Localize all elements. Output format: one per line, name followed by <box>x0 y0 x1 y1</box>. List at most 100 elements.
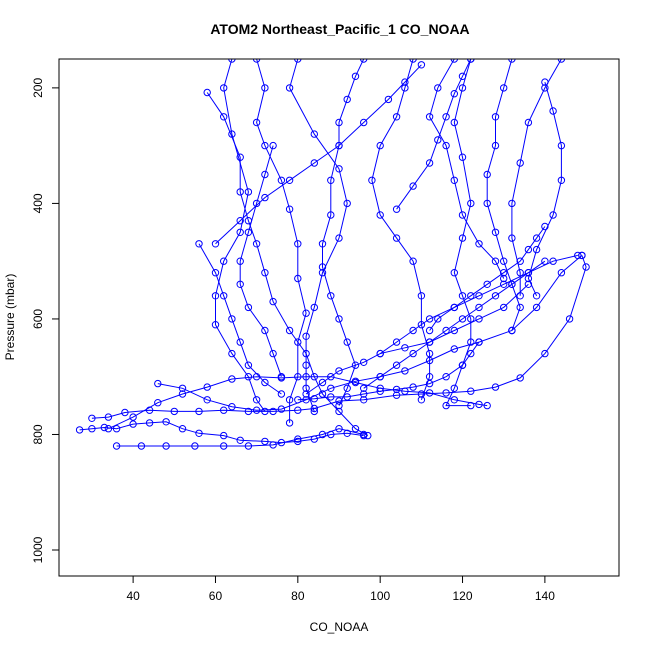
data-point-6-3 <box>244 188 253 196</box>
data-point-4-15 <box>475 400 483 409</box>
data-point-23-1 <box>376 373 384 381</box>
data-point-19-9 <box>500 303 508 312</box>
data-point-5-12 <box>335 407 343 416</box>
data-point-2-10 <box>360 430 368 439</box>
data-point-20-1 <box>310 395 318 403</box>
data-point-17-3 <box>244 228 253 237</box>
data-point-21-0 <box>211 240 220 248</box>
data-point-0-7 <box>178 425 187 433</box>
data-point-4-14 <box>450 396 458 404</box>
y-tick-label: 400 <box>31 193 45 213</box>
data-point-21-8 <box>401 78 409 86</box>
data-point-6-8 <box>228 349 236 358</box>
data-point-12-3 <box>491 141 500 150</box>
data-point-1-12 <box>360 396 368 404</box>
data-point-10-8 <box>417 292 426 300</box>
data-point-14-0 <box>541 78 549 86</box>
data-point-0-13 <box>294 437 302 446</box>
data-point-22-3 <box>434 136 442 144</box>
data-point-10-6 <box>392 234 401 242</box>
data-point-1-14 <box>417 390 426 398</box>
data-point-2-4 <box>220 442 228 450</box>
data-point-10-1 <box>401 84 409 92</box>
data-point-20-0 <box>294 396 302 404</box>
data-point-9-0 <box>360 59 368 63</box>
data-point-4-3 <box>178 390 187 398</box>
data-point-4-9 <box>327 373 335 381</box>
data-point-9-6 <box>327 211 335 219</box>
data-point-8-2 <box>310 130 318 138</box>
data-point-17-9 <box>277 373 286 381</box>
data-point-4-16 <box>483 401 491 410</box>
series-line-6 <box>215 59 266 412</box>
data-point-8-10 <box>302 384 310 392</box>
data-point-3-4 <box>252 406 261 414</box>
data-point-7-9 <box>294 338 302 346</box>
series-line-9 <box>322 59 365 406</box>
data-point-11-8 <box>467 315 475 323</box>
series-line-10 <box>371 59 431 400</box>
data-point-24-3 <box>467 292 475 300</box>
data-point-21-1 <box>236 217 244 225</box>
data-point-14-3 <box>557 176 566 185</box>
data-point-3-12 <box>450 345 458 353</box>
data-point-10-12 <box>417 396 426 404</box>
data-point-11-9 <box>467 338 475 346</box>
x-tick-label: 40 <box>126 589 140 603</box>
data-point-22-0 <box>392 205 401 213</box>
data-point-19-5 <box>401 344 409 352</box>
data-point-9-2 <box>343 95 351 104</box>
data-point-8-11 <box>310 407 318 416</box>
data-point-12-9 <box>516 303 524 312</box>
data-point-0-9 <box>220 431 228 440</box>
data-point-3-7 <box>327 384 335 392</box>
data-point-19-3 <box>360 358 368 366</box>
data-point-1-16 <box>467 387 475 395</box>
data-point-12-1 <box>500 84 508 92</box>
data-point-11-12 <box>442 401 450 410</box>
data-point-23-10 <box>524 269 533 277</box>
data-point-16-0 <box>195 240 203 248</box>
x-tick-label: 120 <box>453 589 473 603</box>
data-point-16-2 <box>220 292 228 300</box>
data-point-14-5 <box>532 245 541 254</box>
data-point-18-6 <box>500 280 508 288</box>
x-axis-label: CO_NOAA <box>310 620 369 634</box>
data-point-20-4 <box>360 390 368 398</box>
data-point-15-7 <box>491 257 500 265</box>
data-point-6-4 <box>236 228 244 237</box>
data-point-17-7 <box>261 326 269 335</box>
data-point-20-5 <box>376 387 384 395</box>
data-point-3-16 <box>557 269 566 277</box>
data-point-5-8 <box>285 326 294 335</box>
data-point-24-9 <box>541 222 549 231</box>
data-point-8-7 <box>310 303 318 312</box>
data-point-21-7 <box>384 95 393 104</box>
data-point-19-10 <box>524 280 533 288</box>
data-point-6-7 <box>211 321 220 329</box>
series-line-19 <box>305 283 529 395</box>
data-point-7-4 <box>277 176 286 185</box>
data-point-0-4 <box>129 420 137 428</box>
data-point-6-10 <box>252 396 261 404</box>
series-line-8 <box>289 59 348 412</box>
y-tick-label: 1000 <box>31 536 45 563</box>
data-point-15-8 <box>500 274 508 283</box>
data-point-23-4 <box>425 338 434 346</box>
data-point-16-6 <box>261 378 269 387</box>
data-point-23-6 <box>458 315 467 323</box>
data-point-11-5 <box>458 234 467 242</box>
series-line-3 <box>157 255 583 411</box>
data-point-19-4 <box>376 349 384 358</box>
data-point-7-8 <box>302 309 310 317</box>
series-line-14 <box>527 81 562 297</box>
data-point-19-1 <box>318 378 327 387</box>
data-point-16-1 <box>211 269 220 277</box>
data-point-5-5 <box>252 240 261 248</box>
data-point-18-5 <box>475 292 483 300</box>
data-point-15-5 <box>458 211 467 219</box>
plot-area <box>75 59 590 450</box>
data-point-10-10 <box>425 349 434 358</box>
data-point-15-2 <box>425 113 434 121</box>
data-point-6-1 <box>220 84 228 92</box>
